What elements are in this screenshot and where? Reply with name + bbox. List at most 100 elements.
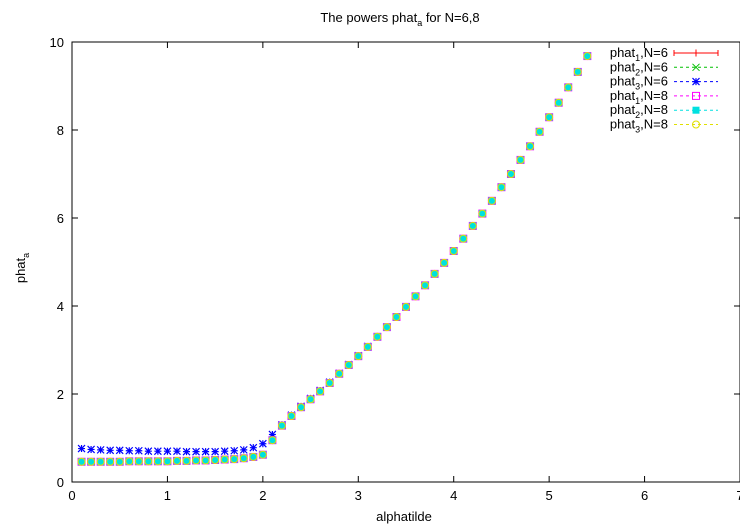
data-point	[517, 156, 525, 164]
legend-label: phat1,N=8	[610, 88, 668, 106]
legend-label-subscript: 1	[635, 53, 640, 63]
data-point	[574, 68, 582, 76]
x-tick-label: 1	[164, 488, 171, 503]
data-point	[545, 113, 553, 121]
legend-marker	[692, 106, 700, 114]
y-axis-title-main: phat	[13, 257, 28, 283]
data-point	[163, 447, 172, 456]
data-point	[192, 456, 201, 465]
x-tick-label: 3	[355, 488, 362, 503]
legend-entry: phat2,N=8	[610, 102, 718, 120]
data-point	[297, 403, 305, 411]
data-point	[249, 452, 258, 461]
data-point	[201, 447, 210, 456]
data-point	[468, 221, 477, 230]
series-2	[77, 52, 592, 466]
data-point	[459, 235, 467, 243]
data-point	[536, 128, 544, 136]
data-point	[96, 457, 105, 466]
x-tick-label: 2	[259, 488, 266, 503]
legend-marker	[692, 49, 700, 57]
legend-label-subscript: 3	[635, 82, 640, 92]
data-point	[402, 303, 410, 311]
data-point	[249, 453, 257, 461]
data-point	[497, 183, 505, 191]
data-point	[87, 457, 96, 466]
data-point	[526, 142, 534, 150]
data-point	[163, 457, 171, 465]
data-point	[230, 455, 238, 463]
data-point	[583, 52, 592, 61]
y-axis-title: phata	[13, 253, 31, 283]
data-point	[392, 313, 400, 321]
data-point	[183, 457, 191, 465]
data-point	[230, 455, 239, 464]
y-axis-tick-labels: 0 2 4 6 8 10	[50, 35, 64, 490]
data-point	[182, 456, 191, 465]
data-point	[278, 422, 286, 430]
data-point	[421, 281, 430, 290]
data-point	[469, 222, 477, 230]
data-point	[106, 446, 115, 455]
legend-label-tail: ,N=8	[640, 117, 668, 132]
legend-label: phat2,N=6	[610, 59, 668, 77]
data-point	[306, 395, 315, 404]
legend-label-subscript: 2	[635, 110, 640, 120]
legend-label-subscript: 3	[635, 125, 640, 135]
data-point	[431, 270, 439, 278]
x-tick-label: 7	[736, 488, 740, 503]
data-point	[172, 456, 181, 465]
data-point	[450, 247, 458, 255]
data-point	[77, 444, 86, 453]
data-point	[125, 457, 133, 465]
data-point	[97, 458, 105, 466]
data-point	[497, 183, 506, 192]
y-tick-label: 4	[57, 299, 64, 314]
data-point	[144, 457, 152, 465]
data-point	[239, 454, 248, 463]
data-point	[516, 155, 525, 164]
x-axis-tick-labels: 0 1 2 3 4 5 6 7	[68, 488, 740, 503]
series-3	[77, 52, 592, 456]
data-point	[402, 302, 410, 311]
legend-marker	[692, 63, 700, 72]
data-point	[354, 352, 362, 360]
data-point	[307, 395, 315, 403]
legend-marker	[692, 120, 700, 129]
data-point	[258, 450, 267, 459]
data-point	[154, 457, 162, 465]
data-point	[135, 457, 143, 465]
y-tick-label: 2	[57, 387, 64, 402]
legend-label-tail: ,N=6	[640, 59, 668, 74]
data-point	[277, 421, 286, 430]
data-point	[268, 430, 277, 439]
x-tick-label: 0	[68, 488, 75, 503]
data-point	[440, 258, 449, 267]
data-point	[192, 456, 200, 464]
data-point	[506, 170, 515, 178]
x-tick-label: 6	[641, 488, 648, 503]
data-point	[297, 403, 306, 412]
chart-title-tail: for N=6,8	[422, 10, 479, 25]
data-point	[268, 436, 277, 445]
data-point	[344, 360, 353, 369]
legend-label-subscript: 1	[635, 96, 640, 106]
x-axis-title: alphatilde	[376, 509, 432, 524]
legend-label-main: phat	[610, 74, 636, 89]
data-point	[249, 443, 258, 452]
data-point	[211, 456, 220, 464]
data-point	[144, 457, 153, 466]
legend-entry: phat2,N=6	[610, 59, 718, 77]
data-point	[440, 259, 448, 267]
data-point	[383, 323, 391, 331]
series-4	[77, 52, 592, 466]
data-point	[230, 446, 239, 455]
data-point	[87, 445, 96, 454]
data-point	[125, 446, 134, 455]
data-point	[115, 457, 124, 466]
legend-label-main: phat	[610, 45, 636, 60]
data-point	[573, 67, 582, 76]
data-point	[220, 447, 229, 456]
y-tick-label: 10	[50, 35, 64, 50]
data-point	[421, 281, 429, 289]
